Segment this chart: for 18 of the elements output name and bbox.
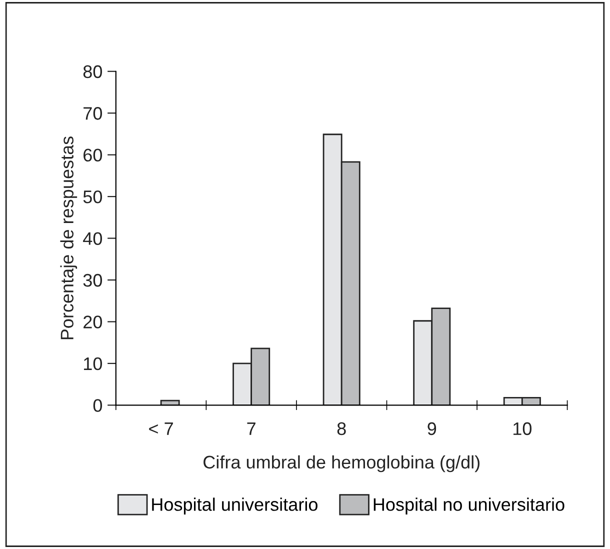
y-tick-label: 60	[84, 148, 102, 162]
x-tick-label: < 7	[149, 422, 173, 435]
x-axis-title: Cifra umbral de hemoglobina (g/dl)	[204, 455, 480, 472]
legend-label: Hospital no universitario	[374, 498, 564, 514]
x-tick-label: 8	[337, 422, 346, 436]
y-tick-label: 10	[84, 357, 102, 370]
x-tick-label: 7	[247, 422, 256, 435]
y-tick-label: 30	[83, 274, 102, 287]
x-tick-label: 10	[513, 422, 532, 436]
y-tick-label: 80	[83, 65, 102, 78]
y-tick-label: 40	[83, 232, 102, 245]
x-tick-label: 9	[428, 422, 436, 436]
y-tick-label: 70	[84, 107, 102, 120]
legend-label: Hospital universitario	[152, 498, 318, 514]
y-tick-label: 50	[83, 190, 102, 204]
y-axis-title: Porcentaje de respuestas	[60, 136, 78, 340]
y-tick-label: 0	[93, 399, 102, 412]
y-tick-label: 20	[84, 316, 102, 328]
